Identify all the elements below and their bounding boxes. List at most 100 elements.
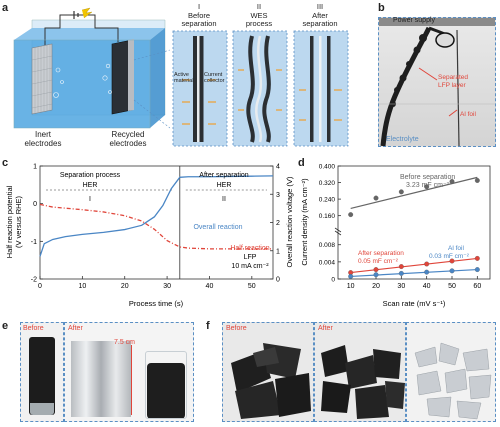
c-yr-tick-label: 4	[276, 164, 280, 171]
c-ylabel-left-2: (V versus RHE)	[14, 195, 23, 248]
after-her-label: HER	[217, 182, 232, 189]
separation-photo-drawing	[379, 18, 495, 146]
before-separation-point	[373, 195, 379, 201]
half-reaction-line	[39, 203, 273, 250]
c-x-tick-label: 20	[121, 283, 129, 290]
c-yl-tick-label: 1	[33, 164, 37, 171]
lfp-layer-label: Separated LFP layer	[438, 74, 468, 89]
before-separation-point	[449, 179, 455, 184]
after-separation-point	[424, 261, 430, 267]
overall-reaction-line	[39, 175, 274, 257]
stage-2-title: II WES process	[245, 2, 273, 28]
after-sep-label: After separation	[358, 250, 404, 257]
stage-1-title: I Before separation	[181, 2, 217, 28]
c-ylabel-right: Overall reaction voltage (V)	[285, 176, 294, 267]
d-x-tick-label: 20	[372, 283, 380, 290]
al-foil-point	[348, 273, 354, 279]
c-x-tick-label: 0	[38, 283, 42, 290]
power-supply-label: Power supply	[393, 17, 436, 24]
d-yu-tick-label: 0.320	[319, 180, 336, 187]
before-sep-value: 3.23 mF cm⁻²	[406, 182, 450, 189]
panel-f-before-label: Before	[226, 325, 247, 332]
panel-b-label: b	[378, 2, 385, 14]
active-material-label: Active material	[174, 72, 194, 84]
stage-3-title: III After separation	[302, 2, 338, 28]
current-collector-label: Current collector	[204, 72, 225, 84]
d-x-tick-label: 30	[397, 283, 405, 290]
d-xlabel: Scan rate (mV s⁻¹)	[383, 299, 446, 308]
d-yu-tick-label: 0.160	[319, 213, 336, 220]
overall-reaction-label: Overall reaction	[193, 224, 242, 231]
before-separation-point	[424, 184, 430, 190]
recycled-electrodes-caption: Recycled electrodes	[109, 130, 147, 148]
d-axis-break-1	[334, 227, 342, 233]
c-yl-tick-label: -1	[31, 239, 37, 246]
separation-photo	[378, 17, 496, 147]
electrolyte-label: Electrolyte	[386, 136, 419, 143]
al-foil-point	[449, 268, 455, 274]
al-foil-series-value: 0.03 mF cm⁻²	[429, 253, 470, 260]
c-yr-tick-label: 3	[276, 192, 280, 199]
panel-e-before-label: Before	[23, 325, 44, 332]
al-foil-point	[474, 267, 480, 273]
panel-e-size-label: 7.5 cm	[114, 339, 136, 346]
panel-e-before-photo	[20, 322, 64, 422]
d-yl-tick-label: 0.008	[319, 242, 336, 249]
before-separation-fit-line	[350, 176, 478, 209]
c-xlabel: Process time (s)	[129, 299, 184, 308]
panel-f-after-photo	[314, 322, 406, 422]
before-separation-point	[474, 178, 480, 183]
electrolysis-cell-illustration	[13, 7, 170, 129]
inert-electrodes-caption: Inert electrodes	[24, 130, 62, 148]
after-separation-point	[449, 258, 455, 264]
al-foil-point	[424, 269, 430, 275]
al-foil-fragments-drawing	[414, 342, 492, 420]
al-foil-point	[398, 270, 404, 276]
after-fragments-drawing	[321, 345, 405, 419]
after-sep-label: After separation	[199, 172, 249, 179]
panel-a-label: a	[2, 2, 9, 14]
after-separation-point	[398, 264, 404, 270]
lfp-label: LFP	[244, 254, 257, 261]
d-yu-tick-label: 0.400	[319, 164, 336, 171]
d-x-tick-label: 60	[473, 283, 481, 290]
after-sep-value: 0.05 mF cm⁻²	[358, 258, 399, 265]
c-x-tick-label: 10	[78, 283, 86, 290]
panel-c-label: c	[2, 157, 9, 169]
current-density-label: 10 mA cm⁻²	[231, 263, 269, 270]
c-yr-tick-label: 1	[276, 248, 280, 255]
panel-e-after-label: After	[68, 325, 83, 332]
after-separation-fit-line	[350, 257, 478, 274]
c-yl-tick-label: -2	[31, 277, 37, 284]
d-x-tick-label: 40	[423, 283, 431, 290]
c-yr-tick-label: 2	[276, 220, 280, 227]
before-separation-point	[348, 212, 354, 218]
al-foil-point	[373, 272, 379, 278]
half-reaction-label: Half reaction	[230, 245, 269, 252]
sep-process-label: Separation process	[60, 172, 121, 179]
d-yu-tick-label: 0.240	[319, 197, 336, 204]
stage-diagrams	[172, 30, 349, 147]
chart-d-frame	[337, 165, 491, 280]
d-yl-tick-label: 0	[331, 277, 335, 284]
c-x-tick-label: 30	[163, 283, 171, 290]
d-ylabel: Current density (mA cm⁻²)	[300, 178, 309, 266]
panel-f-after-label: After	[318, 325, 333, 332]
d-yl-tick-label: 0.004	[319, 259, 336, 266]
after-separation-point	[474, 255, 480, 261]
before-separation-point	[398, 189, 404, 195]
c-x-tick-label: 40	[206, 283, 214, 290]
panel-f-before-photo	[222, 322, 314, 422]
c-ylabel-left-1: Half reaction potential	[5, 185, 14, 258]
al-foil-series-label: Al foil	[448, 245, 464, 252]
before-fragments-drawing	[231, 343, 311, 419]
panel-f-label: f	[206, 320, 210, 332]
al-foil-label: Al foil	[460, 111, 476, 118]
c-yl-tick-label: 0	[33, 201, 37, 208]
d-axis-break-2	[334, 230, 342, 236]
al-foil-fit-line	[350, 268, 478, 278]
after-separation-point	[373, 267, 379, 273]
chart-d: 10 20 30 40 50 60 0.160 0.240 0.320 0.400 0 0.004 0.…	[300, 164, 491, 308]
panel-d-label: d	[298, 157, 305, 169]
